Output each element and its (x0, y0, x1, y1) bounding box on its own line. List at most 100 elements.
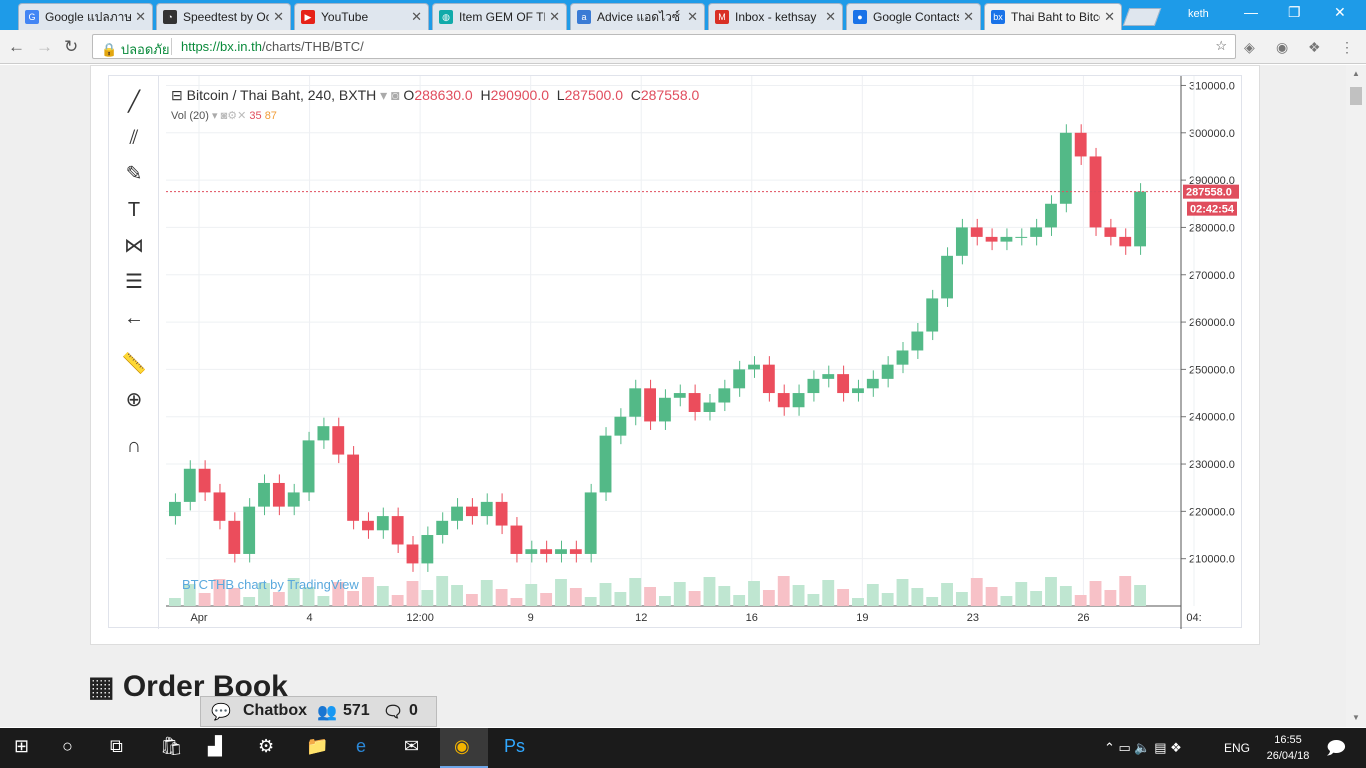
page-scrollbar[interactable]: ▲ ▼ (1346, 65, 1366, 727)
volume-bar (614, 592, 627, 606)
tab-0[interactable]: G Google แปลภาษา ✕ (18, 3, 153, 30)
minimize-icon[interactable]: — (1244, 4, 1258, 20)
cortana-icon[interactable]: ○ (62, 736, 73, 756)
settings-icon[interactable]: ◙⚙✕ (220, 110, 247, 122)
profile-name[interactable]: keth (1188, 8, 1209, 20)
tab-close-icon[interactable]: ✕ (963, 9, 974, 24)
restore-icon[interactable]: ❐ (1288, 4, 1301, 20)
chatbox-bar[interactable]: 💬 Chatbox 👥 571 🗨 0 (200, 696, 437, 727)
forward-icon[interactable]: → (36, 37, 53, 56)
volume-bar (1059, 586, 1072, 606)
tray-icons[interactable]: ⌃ ▭ 🔈 ▤ ❖ (1104, 740, 1182, 755)
dropbox-icon[interactable]: ❖ (1308, 39, 1321, 55)
candle-body (317, 426, 330, 441)
new-tab-button[interactable] (1122, 8, 1162, 26)
candle-body (376, 516, 389, 531)
tab-close-icon[interactable]: ✕ (135, 9, 146, 24)
volume-bar (169, 598, 181, 606)
volume-bar (985, 587, 998, 606)
chevron-down-icon[interactable]: ▾ (380, 87, 388, 103)
candle-body (599, 435, 612, 493)
candle-body (1074, 132, 1087, 157)
tab-2[interactable]: ▶ YouTube ✕ (294, 3, 429, 30)
store-icon[interactable]: 🛍 (160, 736, 183, 756)
url-divider (171, 38, 172, 55)
tab-7[interactable]: bx Thai Baht to Bitcoin ✕ (984, 3, 1122, 30)
candle-body (1119, 236, 1132, 247)
pattern-icon[interactable]: ⋈ (124, 235, 144, 257)
ruler-icon[interactable]: 📏 (121, 353, 147, 375)
tab-close-icon[interactable]: ✕ (825, 9, 836, 24)
windows-start-icon[interactable]: ⊞ (14, 736, 30, 756)
candle-body (198, 468, 211, 493)
tab-4[interactable]: a Advice แอดไวซ์ ✕ (570, 3, 705, 30)
volume-bar (1045, 577, 1057, 606)
chat-icon: 💬 (211, 704, 231, 721)
url-host: https://bx.in.th (181, 39, 262, 54)
candle-body (614, 416, 627, 436)
candle-body (436, 520, 449, 536)
eye-icon[interactable]: ◙ (391, 87, 400, 103)
close-window-icon[interactable]: ✕ (1334, 4, 1346, 20)
scroll-thumb[interactable] (1350, 87, 1362, 105)
bookmark-star-icon[interactable]: ☆ (1215, 38, 1227, 53)
magnet-icon[interactable]: ∩ (126, 435, 142, 457)
edge-icon[interactable]: e (356, 736, 367, 756)
mail-icon[interactable]: ✉ (404, 736, 420, 756)
notifications-icon[interactable]: 🗩 (1326, 738, 1346, 758)
tab-close-icon[interactable]: ✕ (1104, 9, 1115, 24)
tab-close-icon[interactable]: ✕ (411, 9, 422, 24)
volume-bar (272, 592, 285, 606)
volume-bar (837, 589, 850, 606)
chrome-icon[interactable]: ◉ (454, 736, 470, 756)
arrow-back-icon[interactable]: ← (124, 307, 144, 329)
pitchfork-icon[interactable]: ⫽ (129, 127, 139, 149)
volume-bar (1074, 595, 1087, 606)
url-text: https://bx.in.th/charts/THB/BTC/ (181, 39, 364, 54)
collapse-icon[interactable]: ⊟ (171, 87, 183, 103)
candle-body (762, 364, 775, 394)
brush-icon[interactable]: ✎ (125, 163, 143, 185)
photoshop-icon[interactable]: Ps (504, 736, 526, 756)
extension-icon[interactable]: ◉ (1276, 39, 1289, 55)
prediction-icon[interactable]: ☰ (125, 271, 143, 293)
tab-1[interactable]: ◔ Speedtest by Ookla ✕ (156, 3, 291, 30)
watermark[interactable]: BTCTHB chart by TradingView (182, 577, 359, 592)
back-icon[interactable]: ← (8, 37, 25, 56)
price-plot[interactable]: 210000.0 220000.0 230000.0 240000.0 250000.0… (166, 76, 1239, 629)
trend-line-icon[interactable]: ╱ (127, 91, 141, 113)
settings-icon[interactable]: ⚙ (258, 736, 275, 756)
candle-body (866, 378, 879, 389)
clock[interactable]: 16:55 26/04/18 (1260, 732, 1316, 764)
grid-icon: ▦ (88, 671, 115, 702)
reload-icon[interactable]: ↻ (64, 37, 79, 56)
text-tool-icon[interactable]: T (127, 199, 141, 221)
menu-icon[interactable]: ⋮ (1340, 39, 1354, 55)
tradingview-chart[interactable]: ╱ ⫽ ✎ T ⋈ ☰ ← 📏 ⊕ ∩ 210000.0 220000.0 2300… (108, 75, 1242, 629)
zoom-icon[interactable]: ⊕ (125, 389, 143, 411)
extension-icon[interactable]: ◈ (1244, 39, 1255, 55)
tab-6[interactable]: ● Google Contacts ✕ (846, 3, 981, 30)
tab-close-icon[interactable]: ✕ (273, 9, 284, 24)
symbol-label: Bitcoin / Thai Baht, 240, BXTH (186, 87, 377, 103)
candle-body (465, 506, 478, 517)
sticky-notes-icon[interactable]: ▟ (208, 736, 222, 756)
file-explorer-icon[interactable]: 📁 (306, 736, 329, 756)
message-count: 0 (409, 702, 418, 719)
candle-body (1104, 227, 1117, 237)
secure-label[interactable]: 🔒 ปลอดภัย (101, 42, 170, 57)
url-input[interactable]: 🔒 ปลอดภัย https://bx.in.th/charts/THB/BT… (92, 34, 1236, 59)
x-tick-label: 26 (1077, 612, 1089, 624)
tab-5[interactable]: M Inbox - kethsay ✕ (708, 3, 843, 30)
chevron-down-icon[interactable]: ▾ (211, 110, 218, 122)
language-indicator[interactable]: ENG (1224, 741, 1251, 755)
volume-bar (287, 578, 300, 606)
candle-body (644, 388, 656, 422)
secure-text: ปลอดภัย (120, 42, 170, 57)
tab-close-icon[interactable]: ✕ (549, 9, 560, 24)
tab-3[interactable]: ◍ Item GEM OF THE ✕ (432, 3, 567, 30)
candle-body (451, 506, 463, 521)
chrome-task-active[interactable] (440, 728, 488, 768)
task-view-icon[interactable]: ⧉ (110, 736, 123, 756)
tab-close-icon[interactable]: ✕ (687, 9, 698, 24)
